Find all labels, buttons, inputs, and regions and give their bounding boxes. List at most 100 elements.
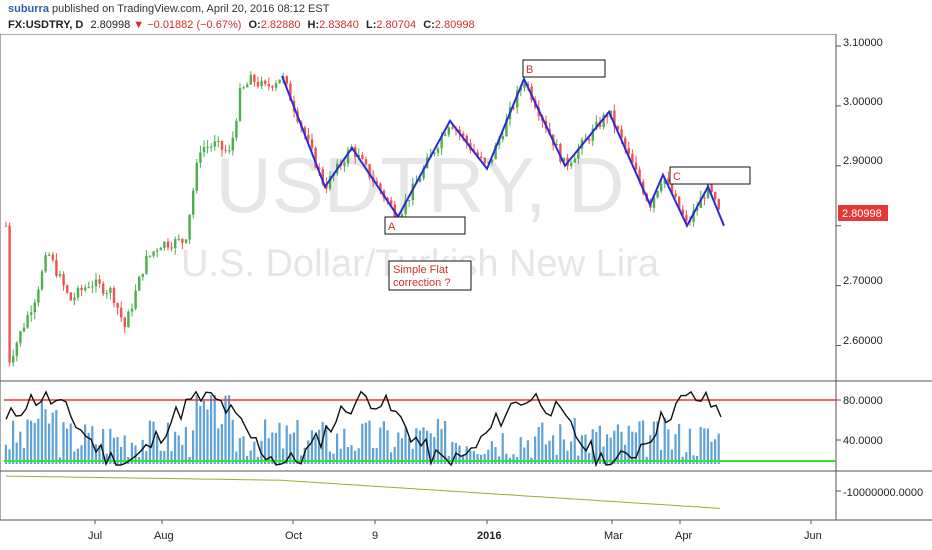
chart-canvas[interactable]: USDTRY, D U.S. Dollar/Turkish New Lira B… [0, 34, 932, 550]
oscillator-bar [674, 434, 677, 464]
oscillator-bar [472, 450, 475, 464]
candle-body [652, 197, 656, 208]
oscillator-bar [663, 418, 666, 464]
candle-body [91, 286, 94, 288]
oscillator-bar [37, 418, 40, 464]
candle-body [555, 144, 558, 146]
candle-body [102, 283, 105, 294]
oscillator-bar [688, 428, 691, 464]
oscillator-bar [573, 418, 576, 464]
oscillator-bar [559, 424, 562, 464]
candle-body [145, 256, 148, 274]
candle-body [210, 146, 213, 148]
candle-body [436, 148, 440, 153]
oscillator-bar [490, 441, 493, 464]
candle-body [310, 139, 314, 148]
oscillator-bar [465, 446, 468, 464]
oscillator-bar [242, 436, 245, 464]
oscillator-bar [213, 394, 216, 464]
oscillator-bar [152, 421, 155, 464]
time-axis[interactable]: Jul Aug Oct 9 2016 Mar Apr Jun [88, 530, 822, 542]
oscillator-bar [76, 448, 79, 464]
symbol-label[interactable]: FX:USDTRY, D [8, 19, 84, 31]
oscillator-bar [519, 437, 522, 464]
candle-body [591, 128, 594, 141]
oscillator-bar [102, 429, 105, 464]
oscillator-bar [328, 451, 331, 464]
high-value: 2.83840 [319, 19, 359, 31]
oscillator-bar [192, 430, 195, 464]
candle-body [386, 198, 389, 201]
candle-body [163, 241, 166, 248]
oscillator-bar [580, 435, 583, 464]
time-tick: Apr [675, 530, 692, 542]
candle-body [264, 80, 267, 84]
oscillator-tick: 40.0000 [843, 435, 883, 447]
candle-body [253, 74, 256, 82]
oscillator-bar [364, 422, 367, 464]
note-line-1: Simple Flat [393, 264, 448, 276]
oscillator-bar [73, 451, 76, 464]
price-tick: 2.90000 [843, 155, 883, 167]
oscillator-bar [177, 435, 180, 464]
oscillator-bar [609, 437, 612, 464]
oscillator-bar [217, 428, 220, 464]
annotation-a[interactable]: A [384, 216, 466, 235]
oscillator-bar [228, 395, 231, 464]
candle-body [573, 158, 576, 163]
annotation-a-label: A [388, 221, 396, 233]
candle-body [184, 239, 188, 243]
oscillator-bar [534, 436, 537, 464]
oscillator-bar [415, 428, 418, 464]
oscillator-bar [699, 426, 702, 464]
oscillator-bar [289, 434, 292, 464]
candle-body [116, 303, 119, 308]
oscillator-bar [354, 450, 357, 464]
candle-body [602, 114, 605, 127]
oscillator-bar [368, 420, 371, 464]
oscillator-bar [195, 395, 198, 464]
candle-body [447, 127, 450, 135]
oscillator-bar [602, 446, 605, 464]
oscillator-bar [285, 425, 288, 464]
candle-body [220, 141, 224, 150]
wave-pattern [281, 75, 725, 228]
oscillator-bar [87, 433, 90, 464]
oscillator-bar [174, 431, 177, 464]
candle-body [98, 279, 101, 284]
price-tick: 2.70000 [843, 275, 883, 287]
oscillator-bar [145, 451, 148, 464]
candle-body [480, 156, 483, 158]
candle-body [404, 200, 407, 215]
candle-body [685, 215, 688, 221]
candle-body [105, 292, 108, 294]
annotation-c[interactable]: C [669, 166, 751, 185]
price-axis[interactable]: 3.10000 3.00000 2.90000 2.70000 2.60000 … [843, 37, 923, 499]
oscillator-bar [717, 433, 720, 464]
candle-body [379, 183, 382, 191]
candle-body [501, 136, 504, 140]
candle-body [444, 134, 447, 136]
oscillator-bar [372, 448, 375, 464]
annotation-b[interactable]: B [522, 59, 606, 78]
oscillator-bar [346, 447, 349, 464]
oscillator-bar [476, 454, 479, 464]
candle-body [134, 290, 137, 309]
oscillator-bar [512, 454, 515, 464]
oscillator-bar [15, 442, 18, 464]
publisher-username[interactable]: suburra [8, 3, 49, 15]
candle-body [505, 119, 508, 137]
oscillator-bar [62, 422, 65, 464]
note-line-2: correction ? [393, 277, 450, 289]
oscillator-bar [634, 432, 637, 464]
note-box[interactable]: Simple Flat correction ? [388, 260, 472, 291]
candle-body [127, 311, 130, 328]
oscillator-bar [480, 454, 483, 464]
annotation-c-label: C [673, 171, 681, 183]
candle-body [80, 287, 83, 291]
oscillator-bar [537, 427, 540, 464]
candle-body [260, 80, 263, 87]
candle-body [674, 193, 677, 197]
candle-body [58, 274, 62, 276]
low-label: L: [365, 19, 377, 31]
